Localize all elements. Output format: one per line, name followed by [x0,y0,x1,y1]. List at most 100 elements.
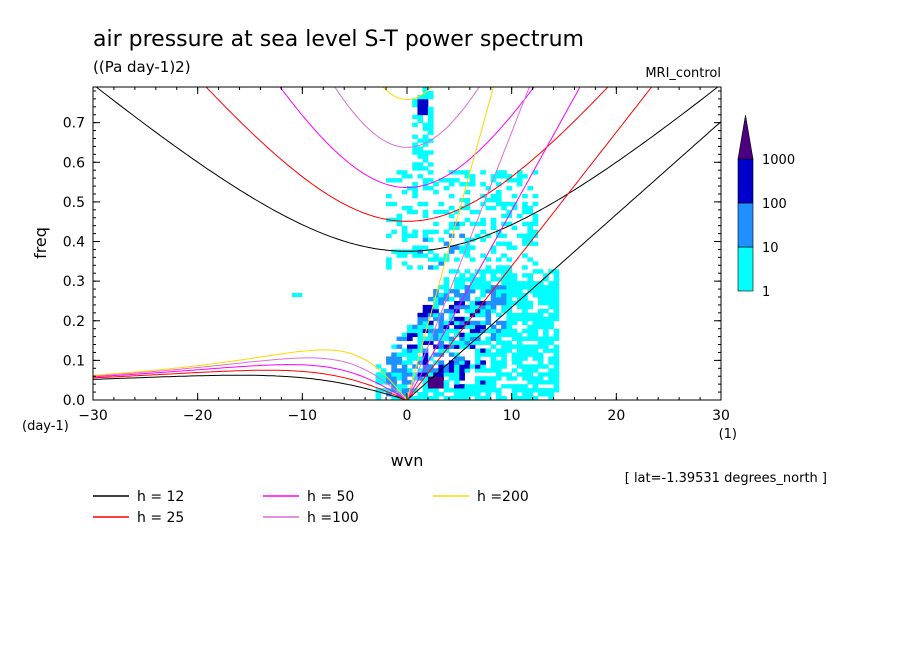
power-cell [501,170,507,175]
power-cell [427,106,434,112]
power-cell [522,205,528,211]
power-cell [433,289,439,294]
power-cell [532,312,539,318]
power-cell [480,182,486,187]
power-cell [537,320,544,326]
power-cell [427,328,434,334]
power-cell [422,384,429,389]
power-cell [464,245,471,250]
power-cell [417,265,424,270]
x-tick-label: 20 [607,408,625,424]
power-cell [501,241,507,246]
power-cell [459,293,465,298]
power-cell [548,372,554,377]
power-cell [490,324,497,330]
power-cell [480,293,486,298]
power-cell [480,237,486,242]
power-cell [422,233,429,238]
power-cell [391,388,397,393]
power-cell [511,281,518,286]
power-cell [475,336,481,341]
power-cell [422,90,429,96]
power-cell [532,364,539,369]
power-cell [485,269,492,274]
power-cell [391,352,397,357]
power-cell [532,336,539,341]
power-cell [401,225,408,231]
power-cell [433,336,439,341]
power-cell [448,178,455,183]
power-cell [522,388,528,393]
power-cell [527,209,533,215]
power-cell [527,380,533,385]
power-cell [417,332,424,338]
power-cell [537,356,544,361]
power-cell [469,320,476,326]
power-cell [438,293,445,298]
power-cell [475,352,481,357]
power-cell [469,312,476,318]
power-cell [407,174,413,179]
power-cell [490,344,497,349]
power-cell [490,364,497,369]
power-cell [480,221,486,227]
power-cell [485,233,492,238]
power-cell [511,332,518,338]
power-cell [433,296,439,302]
power-cell [464,217,471,223]
power-cell [454,332,460,338]
power-cell [553,328,560,334]
power-cell [396,217,403,223]
power-cell [396,178,403,183]
power-cell [522,356,528,361]
power-cell [501,364,507,369]
power-cell [553,312,560,318]
power-cell [401,205,408,211]
power-cell [548,285,554,290]
power-cell [412,190,418,195]
power-cell [548,336,554,341]
power-cell [438,344,445,349]
power-cell [501,320,507,326]
power-cell [480,253,486,258]
legend-label: h = 25 [137,510,184,526]
power-cell [537,340,544,345]
power-cell [454,396,460,400]
legend-label: h = 50 [307,489,354,505]
power-cell [422,308,429,314]
power-cell [475,392,481,397]
power-cell [490,304,497,310]
power-cell [537,324,544,330]
power-cell [485,300,492,306]
power-cell [448,221,455,227]
power-cell [417,150,424,155]
power-cell [543,328,549,334]
power-cell [417,360,424,365]
power-cell [407,324,413,330]
power-cell [417,102,424,108]
power-cell [506,281,513,286]
power-cell [427,356,434,361]
power-cell [501,352,507,357]
power-cell [532,316,539,322]
power-cell [543,344,549,349]
power-cell [485,368,492,373]
power-cell [448,182,455,187]
y-tick-label: 0.4 [63,235,85,251]
power-cell [401,376,408,381]
power-cell [401,332,408,338]
power-cell [448,296,455,302]
power-cell [543,336,549,341]
power-cell [422,110,429,116]
power-cell [543,308,549,314]
power-cell [427,249,434,254]
power-cell [490,388,497,393]
power-cell [422,98,429,104]
power-cell [422,229,429,234]
power-cell [490,352,497,357]
power-cell [396,356,403,361]
power-cell [396,253,403,258]
power-cell [532,396,539,400]
power-cell [433,392,439,397]
power-cell [396,360,403,365]
